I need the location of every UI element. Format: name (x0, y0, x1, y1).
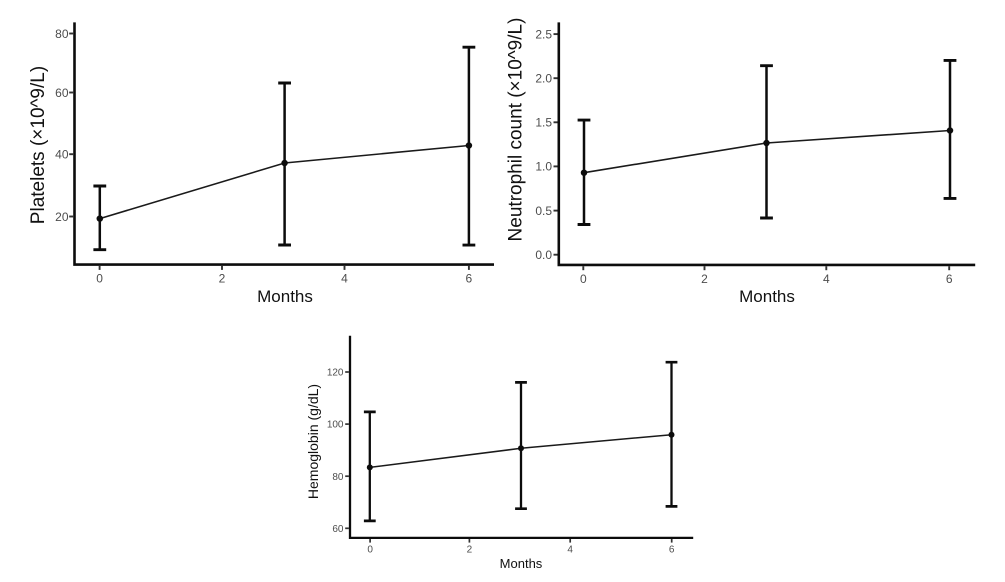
svg-text:Platelets (×10^9/L): Platelets (×10^9/L) (28, 66, 49, 224)
svg-text:60: 60 (55, 86, 69, 100)
svg-text:20: 20 (55, 210, 69, 224)
svg-text:4: 4 (567, 544, 573, 555)
svg-text:0.5: 0.5 (535, 204, 552, 218)
svg-text:Months: Months (257, 287, 313, 306)
svg-text:80: 80 (55, 27, 69, 41)
svg-text:6: 6 (946, 272, 953, 286)
svg-text:2: 2 (219, 272, 226, 286)
svg-text:2.0: 2.0 (535, 72, 552, 86)
svg-text:Months: Months (739, 287, 795, 306)
svg-text:0.0: 0.0 (535, 248, 552, 262)
svg-text:Months: Months (500, 556, 543, 571)
svg-text:60: 60 (332, 524, 344, 535)
svg-text:40: 40 (55, 148, 69, 162)
svg-text:2.5: 2.5 (535, 27, 552, 41)
svg-text:6: 6 (466, 272, 473, 286)
svg-text:0: 0 (580, 272, 587, 286)
svg-text:0: 0 (96, 272, 103, 286)
svg-text:Neutrophil count (×10^9/L): Neutrophil count (×10^9/L) (505, 18, 526, 242)
svg-text:4: 4 (341, 272, 348, 286)
svg-text:100: 100 (327, 420, 344, 431)
svg-text:Hemoglobin (g/dL): Hemoglobin (g/dL) (305, 384, 321, 499)
svg-text:120: 120 (327, 368, 344, 379)
svg-text:80: 80 (332, 472, 344, 483)
svg-text:2: 2 (701, 272, 708, 286)
svg-text:1.0: 1.0 (535, 160, 552, 174)
svg-text:4: 4 (823, 272, 830, 286)
svg-text:2: 2 (467, 544, 473, 555)
svg-text:0: 0 (367, 544, 373, 555)
svg-text:1.5: 1.5 (535, 116, 552, 130)
svg-text:6: 6 (669, 544, 675, 555)
